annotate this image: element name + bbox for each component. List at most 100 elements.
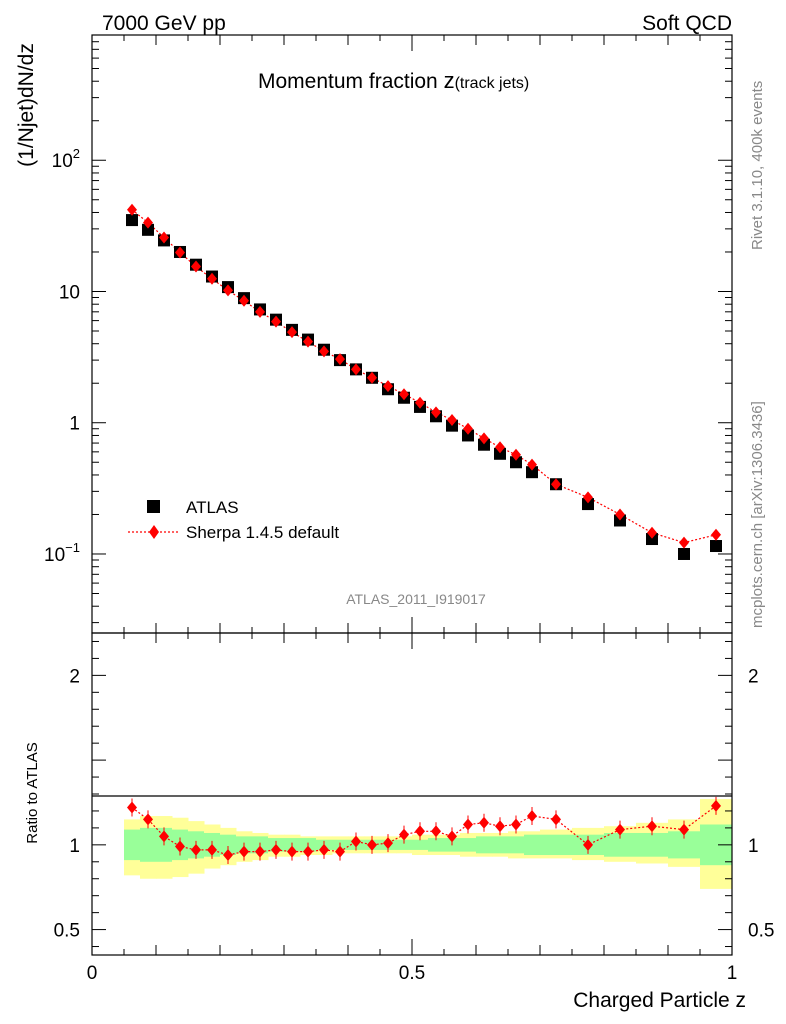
atlas-point <box>614 514 626 527</box>
legend-sherpa-marker <box>149 525 159 539</box>
x-axis-label: Charged Particle z <box>573 989 746 1012</box>
ratio-point <box>527 810 537 823</box>
ratio-point <box>447 830 457 843</box>
sherpa-point <box>399 388 409 401</box>
sherpa-point <box>175 246 185 259</box>
ratio-y-tick-labels-left: 0.5 1 2 <box>54 666 80 941</box>
atlas-point <box>142 223 154 236</box>
inner-band-bin <box>636 832 669 857</box>
legend-atlas-marker <box>147 500 160 513</box>
atlas-point <box>494 447 506 460</box>
inner-band-bin <box>540 834 573 856</box>
ratio-y-tick-label-right: 1 <box>748 836 759 857</box>
sherpa-point <box>223 284 233 297</box>
sherpa-point <box>447 413 457 426</box>
sherpa-point <box>335 353 345 366</box>
ratio-point <box>463 818 473 831</box>
sherpa-point <box>143 216 153 229</box>
atlas-point <box>710 540 722 553</box>
inner-band-bin <box>220 834 237 856</box>
sherpa-point <box>127 203 137 216</box>
ratio-point <box>159 830 169 843</box>
atlas-point <box>510 456 522 469</box>
x-tick-labels: 0 0.5 1 <box>87 963 738 984</box>
main-plot-frame <box>91 34 733 634</box>
ratio-axis-ticks <box>91 633 733 955</box>
ratio-point <box>679 823 689 836</box>
sherpa-point <box>303 335 313 348</box>
ratio-point <box>711 799 721 812</box>
ratio-point <box>495 820 505 833</box>
ratio-point <box>415 825 425 838</box>
ratio-y-tick-label: 1 <box>69 836 80 857</box>
sherpa-point <box>551 478 561 491</box>
main-title: Momentum fraction z(track jets) <box>258 68 529 93</box>
inner-band-bin <box>492 836 509 854</box>
inner-band-bin <box>524 834 541 856</box>
sherpa-point <box>239 294 249 307</box>
sherpa-point <box>711 528 721 541</box>
ratio-point <box>351 835 361 848</box>
sherpa-point <box>319 345 329 358</box>
y-tick-label: 10−1 <box>44 540 80 566</box>
legend: ATLAS Sherpa 1.4.5 default <box>128 498 339 542</box>
sherpa-point <box>511 448 521 461</box>
inner-band-bin <box>412 839 429 850</box>
inner-band-bin <box>476 836 493 854</box>
legend-atlas-label: ATLAS <box>186 498 239 517</box>
x-tick-label: 0 <box>87 963 98 984</box>
ratio-point <box>431 825 441 838</box>
main-y-axis-label: (1/Njet)dN/dz <box>15 43 38 167</box>
y-tick-label: 102 <box>52 146 80 172</box>
y-tick-label: 1 <box>69 414 80 435</box>
y-tick-label: 10 <box>59 282 80 303</box>
x-tick-label: 1 <box>727 963 738 984</box>
inner-band-bin <box>428 838 445 852</box>
sherpa-point <box>207 272 217 285</box>
sherpa-point <box>431 406 441 419</box>
ratio-point <box>479 816 489 829</box>
sherpa-point <box>495 441 505 454</box>
ratio-y-tick-label-right: 0.5 <box>748 921 774 942</box>
inner-band-bin <box>508 836 525 854</box>
ratio-y-tick-labels-right: 0.5 1 2 <box>748 666 774 941</box>
ratio-point <box>207 843 217 856</box>
legend-sherpa-label: Sherpa 1.4.5 default <box>186 523 339 542</box>
atlas-point <box>126 214 138 227</box>
ratio-point <box>175 840 185 853</box>
ratio-point <box>271 843 281 856</box>
sherpa-line <box>131 209 717 544</box>
ratio-point <box>287 845 297 858</box>
ratio-point <box>239 845 249 858</box>
atlas-point <box>462 429 474 442</box>
main-y-tick-labels: 10−1 1 10 102 <box>44 146 80 566</box>
analysis-id: ATLAS_2011_I919017 <box>346 591 486 607</box>
ratio-point <box>335 845 345 858</box>
mcplots-label: mcplots.cern.ch [arXiv:1306.3436] <box>749 401 766 628</box>
inner-band-bin <box>124 829 141 861</box>
main-axis-ticks <box>91 34 733 633</box>
atlas-point <box>526 466 538 479</box>
sherpa-point <box>647 526 657 539</box>
ratio-sherpa-points <box>127 796 721 865</box>
ratio-point <box>511 818 521 831</box>
sherpa-point <box>679 536 689 549</box>
ratio-point <box>615 823 625 836</box>
sherpa-point <box>159 231 169 244</box>
sherpa-points <box>127 203 721 549</box>
ratio-point <box>367 838 377 851</box>
rivet-label: Rivet 3.1.10, 400k events <box>749 81 766 250</box>
header-right: Soft QCD <box>642 12 732 35</box>
ratio-point <box>127 801 137 814</box>
inner-band-bin <box>460 838 477 852</box>
atlas-point <box>646 533 658 546</box>
ratio-point <box>399 828 409 841</box>
ratio-point <box>143 813 153 826</box>
ratio-y-tick-label-right: 2 <box>748 666 759 687</box>
ratio-point <box>551 813 561 826</box>
sherpa-point <box>367 371 377 384</box>
sherpa-point <box>479 432 489 445</box>
uncertainty-bands <box>124 799 733 889</box>
sherpa-point <box>415 396 425 409</box>
